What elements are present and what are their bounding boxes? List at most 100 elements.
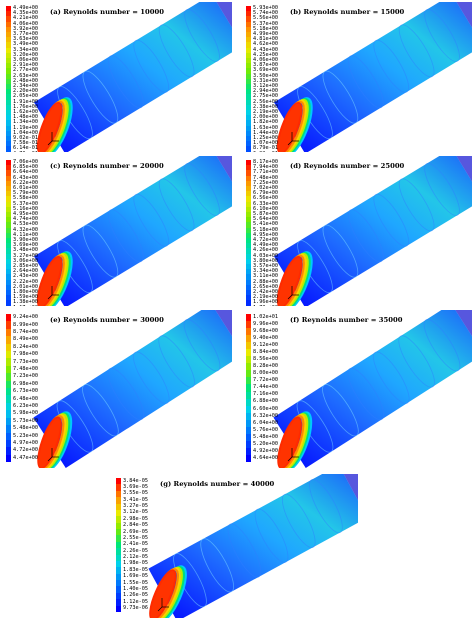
colorbar-entry: 9.73e-06 — [116, 605, 148, 612]
colorbar-swatch — [6, 351, 11, 359]
colorbar-swatch — [116, 599, 121, 606]
colorbar-label: 3.27e+00 — [13, 252, 38, 259]
colorbar-swatch — [116, 548, 121, 555]
colorbar-entry: 4.11e+00 — [6, 232, 38, 239]
colorbar-entry: 4.25e+00 — [246, 52, 278, 59]
colorbar-label: 3.63e+00 — [13, 36, 38, 43]
colorbar-label: 5.56e+00 — [253, 15, 278, 22]
colorbar-label: 2.01e+00 — [13, 283, 38, 290]
tube-contour-plot — [274, 2, 472, 152]
colorbar-label: 1.48e+00 — [13, 114, 38, 121]
colorbar-label: 3.34e+00 — [253, 268, 278, 275]
colorbar-entry: 4.35e+00 — [6, 10, 38, 17]
colorbar-label: 2.34e+00 — [13, 83, 38, 90]
colorbar-swatch — [6, 104, 11, 111]
colorbar-swatch — [246, 248, 251, 254]
panel-title: (f) Reynolds number = 35000 — [290, 316, 403, 324]
colorbar-swatch — [6, 191, 11, 197]
colorbar-swatch — [6, 89, 11, 95]
colorbar-label: 1.40e-05 — [123, 585, 148, 592]
colorbar-swatch — [246, 300, 251, 306]
colorbar-entry: 6.32e+00 — [246, 412, 278, 420]
colorbar-entry: 2.22e+00 — [6, 278, 38, 285]
colorbar-label: 2.56e+00 — [253, 98, 278, 105]
contour-band — [424, 162, 460, 216]
colorbar-label: 2.63e+00 — [13, 72, 38, 79]
colorbar-label: 3.92e+00 — [13, 25, 38, 32]
colorbar-entry: 3.11e+00 — [246, 274, 278, 280]
colorbar-entry: 3.55e-05 — [116, 490, 148, 498]
colorbar-swatch — [246, 78, 251, 85]
colorbar-label: 1.83e-05 — [123, 566, 148, 573]
colorbar-swatch — [6, 52, 11, 59]
colorbar-entry: 9.02e-01 — [6, 135, 38, 142]
contour-band — [372, 351, 410, 404]
colorbar-swatch — [246, 42, 251, 48]
colorbar-swatch — [246, 120, 251, 126]
colorbar-label: 3.55e-05 — [123, 490, 148, 497]
contour-band — [133, 39, 169, 93]
colorbar-swatch — [246, 68, 251, 74]
colorbar-swatch — [246, 232, 251, 239]
colorbar-label: 4.49e+00 — [253, 242, 278, 249]
colorbar: 9.24e+00 8.99e+00 8.74e+00 8.49e+00 8.24e+00… — [6, 314, 38, 463]
colorbar-swatch — [246, 370, 251, 378]
colorbar-swatch — [246, 21, 251, 27]
colorbar-entry: 1.96e+00 — [246, 300, 278, 306]
colorbar-entry: 6.79e+00 — [246, 191, 278, 197]
colorbar-swatch — [246, 384, 251, 392]
colorbar-label: 6.98e+00 — [13, 380, 38, 387]
inlet-face — [278, 103, 301, 152]
colorbar-label: 6.32e+00 — [253, 412, 278, 419]
colorbar-swatch — [6, 73, 11, 79]
colorbar-swatch — [246, 180, 251, 187]
colorbar-label: 1.02e+01 — [253, 313, 278, 320]
colorbar-entry: 6.22e+00 — [6, 180, 38, 187]
colorbar-entry: 3.77e+00 — [6, 31, 38, 38]
colorbar-swatch — [6, 78, 11, 85]
colorbar-entry: 5.76e+00 — [246, 426, 278, 434]
colorbar-label: 2.26e-05 — [123, 547, 148, 554]
colorbar-entry: 7.58e-01 — [6, 141, 38, 147]
contour-band — [184, 8, 220, 62]
colorbar-label: 6.73e+00 — [13, 388, 38, 395]
colorbar-swatch — [6, 175, 11, 181]
colorbar-entry: 6.43e+00 — [6, 175, 38, 181]
colorbar-entry: 1.62e+00 — [6, 109, 38, 116]
colorbar-swatch — [6, 32, 11, 38]
contour-band — [107, 367, 145, 421]
colorbar-label: 3.12e+00 — [253, 83, 278, 90]
colorbar-label: 4.72e+00 — [253, 237, 278, 244]
colorbar-entry: 1.76e+00 — [6, 104, 38, 111]
colorbar-swatch — [116, 586, 121, 593]
colorbar-swatch — [6, 417, 11, 426]
colorbar-entry: 1.34e+00 — [6, 120, 38, 126]
colorbar-label: 2.55e-05 — [123, 534, 148, 541]
colorbar-swatch — [246, 6, 251, 12]
colorbar-entry: 5.16e+00 — [6, 206, 38, 213]
colorbar-label: 4.43e+00 — [253, 46, 278, 53]
colorbar-entry: 6.60e+00 — [246, 405, 278, 413]
colorbar-label: 2.22e+00 — [13, 278, 38, 285]
tube-contour-plot — [148, 474, 358, 618]
colorbar-swatch — [6, 217, 11, 223]
colorbar-entry: 3.90e+00 — [6, 237, 38, 244]
colorbar-swatch — [6, 373, 11, 381]
colorbar-entry: 6.85e+00 — [6, 164, 38, 171]
colorbar-entry: 2.77e+00 — [6, 68, 38, 74]
colorbar-entry: 3.34e+00 — [6, 47, 38, 53]
colorbar-label: 4.32e+00 — [13, 226, 38, 233]
colorbar-label: 7.06e+00 — [13, 159, 38, 165]
colorbar-swatch — [246, 433, 251, 441]
colorbar-swatch — [246, 258, 251, 265]
colorbar-entry: 7.94e+00 — [246, 164, 278, 171]
colorbar-label: 2.19e+00 — [253, 109, 278, 116]
colorbar-label: 3.50e+00 — [253, 72, 278, 79]
colorbar-swatch — [246, 279, 251, 285]
colorbar-swatch — [246, 136, 251, 142]
colorbar-label: 4.95e+00 — [253, 231, 278, 238]
colorbar-label: 8.99e+00 — [13, 321, 38, 328]
colorbar-swatch — [6, 146, 11, 152]
colorbar-entry: 2.88e+00 — [246, 279, 278, 285]
colorbar-swatch — [116, 541, 121, 549]
